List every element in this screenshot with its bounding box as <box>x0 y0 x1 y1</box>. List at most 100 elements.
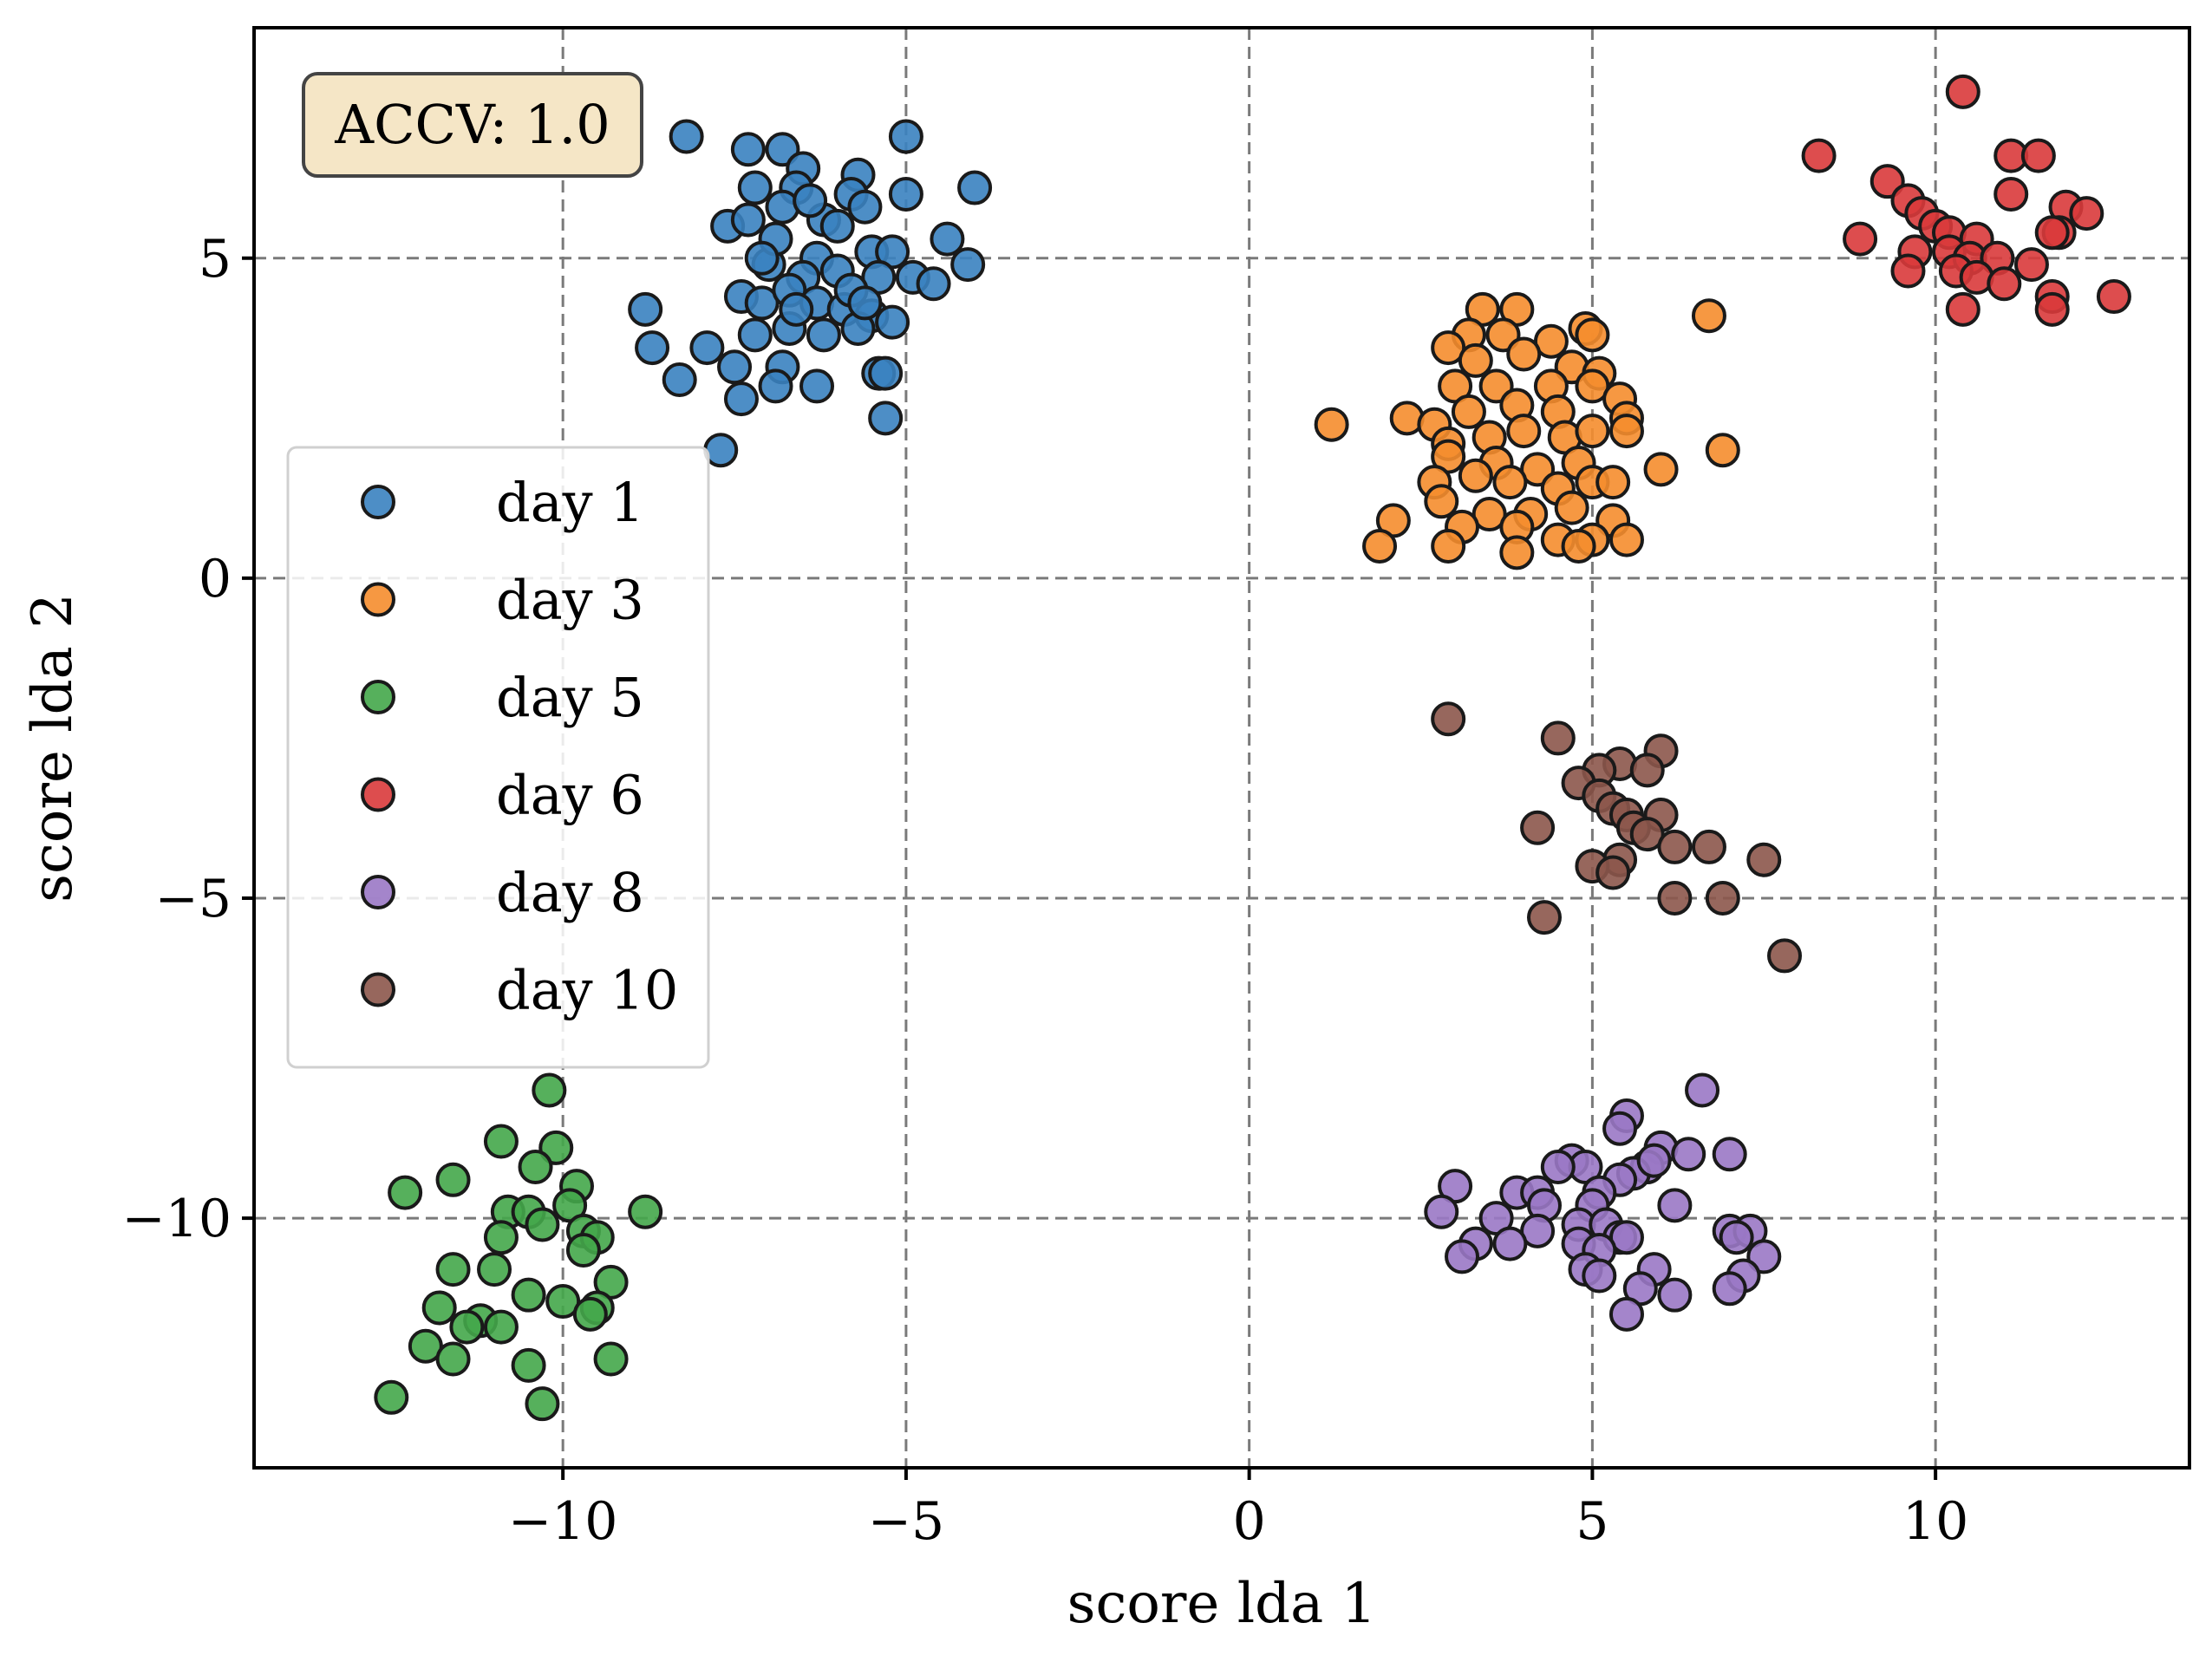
data-point <box>1705 433 1740 468</box>
data-point <box>525 1207 560 1242</box>
data-point <box>1712 1137 1747 1172</box>
data-point <box>868 401 904 436</box>
data-point <box>916 266 951 302</box>
data-point <box>1595 465 1631 500</box>
data-point <box>1424 484 1459 519</box>
x-tick-label: 5 <box>1576 1491 1608 1552</box>
plot-frame <box>252 26 2191 1470</box>
data-point <box>449 1309 485 1345</box>
data-point <box>1608 1220 1644 1255</box>
data-point <box>737 317 773 353</box>
legend-entry: day 8 <box>361 861 644 924</box>
data-point <box>1705 880 1740 916</box>
series-day-3 <box>1314 291 1740 570</box>
x-tick-label: 10 <box>1902 1491 1968 1552</box>
data-point <box>2013 247 2049 283</box>
data-point <box>435 1252 471 1287</box>
data-point <box>628 1194 663 1229</box>
data-point <box>1608 414 1644 449</box>
data-point <box>2034 215 2070 251</box>
data-point <box>1554 490 1589 525</box>
data-point <box>2096 279 2131 315</box>
data-point <box>888 176 923 212</box>
data-point <box>1458 342 1493 378</box>
data-point <box>1471 497 1507 532</box>
data-point <box>1643 452 1679 487</box>
data-point <box>1801 138 1837 173</box>
data-point <box>730 202 766 238</box>
data-point <box>1657 829 1693 864</box>
data-point <box>1575 317 1610 353</box>
data-point <box>1458 458 1493 493</box>
data-point <box>1561 528 1596 564</box>
y-tick-label: −10 <box>121 1189 232 1249</box>
data-point <box>483 1220 519 1255</box>
data-point <box>477 1252 512 1287</box>
data-point <box>950 247 986 283</box>
data-point <box>388 1175 423 1210</box>
data-point <box>1945 291 1980 327</box>
series-day-1 <box>628 119 993 468</box>
data-point <box>723 381 759 417</box>
legend-entry: day 3 <box>361 569 644 632</box>
data-point <box>593 1341 629 1377</box>
legend-label: day 8 <box>496 861 644 924</box>
data-point <box>2069 196 2104 231</box>
y-tick-label: −5 <box>155 869 232 929</box>
data-point <box>806 317 841 353</box>
data-point <box>847 285 883 321</box>
data-point <box>435 1341 471 1377</box>
data-point <box>744 285 780 321</box>
data-point <box>1843 221 1878 257</box>
legend-marker <box>361 485 395 519</box>
data-point <box>779 291 814 327</box>
y-tick-label: 0 <box>199 549 232 609</box>
data-point <box>1314 407 1349 442</box>
x-axis-label: score lda 1 <box>1067 1572 1377 1636</box>
data-point <box>819 208 855 244</box>
data-point <box>1657 1277 1693 1313</box>
data-point <box>1712 1271 1747 1307</box>
data-point <box>888 119 923 154</box>
data-point <box>1540 720 1576 756</box>
data-point <box>930 221 965 257</box>
data-point <box>2020 138 2056 173</box>
legend-label: day 6 <box>496 764 644 827</box>
data-point <box>1945 74 1980 109</box>
data-point <box>1582 1258 1617 1294</box>
data-point <box>1431 701 1466 737</box>
annotation-text: ACCV: 1.0 <box>334 93 610 156</box>
data-point <box>1520 810 1556 845</box>
series-day-10 <box>1431 701 1803 974</box>
data-point <box>1506 336 1542 372</box>
y-axis-label: score lda 2 <box>21 593 85 903</box>
data-point <box>532 1072 567 1108</box>
data-point <box>1890 253 1926 289</box>
legend-entry: day 1 <box>361 471 644 534</box>
data-point <box>875 304 910 340</box>
y-axis-ticks: 5 0 −5 −10 <box>121 229 254 1249</box>
scatter-points <box>374 74 2131 1422</box>
data-point <box>1492 1226 1528 1261</box>
data-point <box>635 330 670 366</box>
data-point <box>421 1290 457 1326</box>
data-point <box>868 355 904 391</box>
data-point <box>483 1124 519 1159</box>
data-point <box>1608 1296 1644 1332</box>
legend-marker <box>361 972 395 1007</box>
data-point <box>1431 330 1466 366</box>
annotation-box-frame <box>302 72 643 178</box>
data-point <box>703 433 739 468</box>
data-point <box>1595 855 1631 890</box>
legend-entry: day 6 <box>361 764 644 827</box>
data-point <box>717 349 753 385</box>
series-day-5 <box>374 1072 663 1422</box>
data-point <box>737 170 773 205</box>
data-point <box>518 1150 553 1185</box>
data-point <box>1629 817 1665 852</box>
legend-marker <box>361 777 395 812</box>
series-day-8 <box>1424 1072 1782 1332</box>
data-point <box>408 1328 443 1364</box>
data-point <box>730 132 766 167</box>
